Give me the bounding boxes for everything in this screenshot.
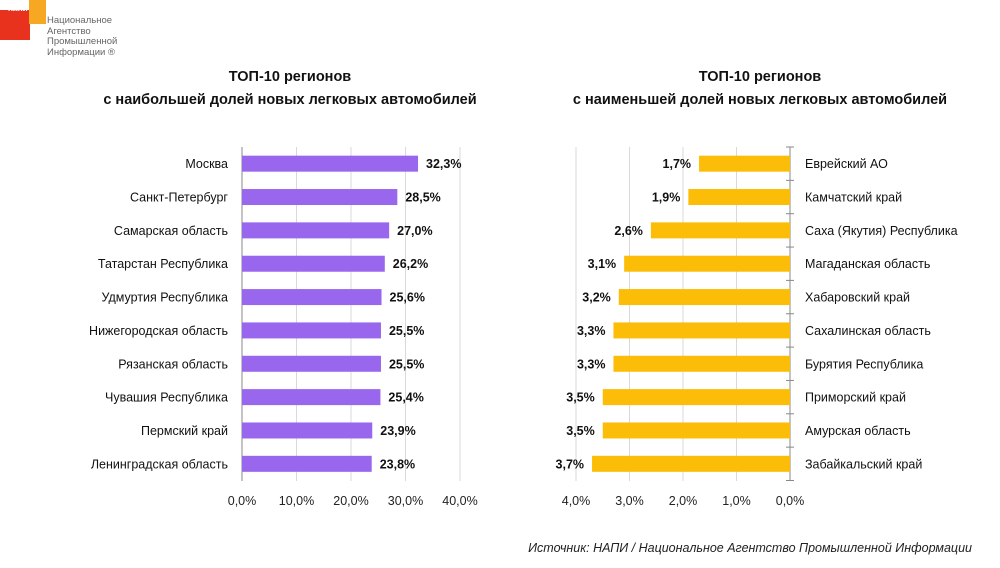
logo-abbr: НАПИ — [8, 6, 28, 13]
data-label: 3,7% — [556, 457, 585, 471]
category-label: Бурятия Республика — [805, 357, 923, 371]
tick-label: 0,0% — [776, 494, 805, 508]
tick-label: 1,0% — [722, 494, 751, 508]
data-label: 25,5% — [389, 357, 424, 371]
category-label: Чувашия Республика — [105, 391, 228, 405]
data-label: 1,7% — [663, 157, 692, 171]
bar — [650, 222, 790, 239]
data-label: 23,9% — [380, 424, 415, 438]
category-label: Камчатский край — [805, 191, 902, 205]
bar — [699, 155, 790, 172]
category-label: Санкт-Петербург — [130, 191, 228, 205]
bar — [592, 455, 790, 472]
tick-label: 30,0% — [388, 494, 423, 508]
bar — [602, 422, 790, 439]
tick-label: 0,0% — [228, 494, 257, 508]
bar — [242, 355, 381, 372]
bar — [242, 155, 419, 172]
bar — [242, 255, 385, 272]
category-label: Москва — [185, 157, 228, 171]
source-note: Источник: НАПИ / Национальное Агентство … — [528, 541, 972, 555]
data-label: 3,1% — [588, 257, 617, 271]
category-label: Амурская область — [805, 424, 911, 438]
category-label: Нижегородская область — [89, 324, 228, 338]
tick-label: 3,0% — [615, 494, 644, 508]
data-label: 27,0% — [397, 224, 432, 238]
bar — [618, 289, 790, 306]
bar — [242, 455, 372, 472]
category-label: Хабаровский край — [805, 291, 910, 305]
tick-label: 10,0% — [279, 494, 314, 508]
category-label: Еврейский АО — [805, 157, 888, 171]
data-label: 3,3% — [577, 324, 606, 338]
data-label: 3,2% — [582, 291, 611, 305]
category-label: Саха (Якутия) Республика — [805, 224, 958, 238]
data-label: 3,5% — [566, 391, 595, 405]
bar — [613, 322, 790, 339]
bar — [613, 355, 790, 372]
logo-orange-square — [29, 0, 46, 24]
title-line: с наименьшей долей новых легковых автомо… — [572, 92, 948, 108]
category-label: Приморский край — [805, 391, 906, 405]
category-label: Удмуртия Республика — [102, 291, 228, 305]
data-label: 23,8% — [380, 457, 415, 471]
data-label: 2,6% — [614, 224, 643, 238]
data-label: 25,4% — [388, 391, 423, 405]
logo-line: Промышленной — [47, 36, 118, 47]
title-line: с наибольшей долей новых легковых автомо… — [103, 92, 477, 108]
bar — [242, 322, 381, 339]
title-line: ТОП-10 регионов — [228, 69, 352, 85]
tick-label: 4,0% — [562, 494, 591, 508]
logo-line: Национальное — [47, 15, 113, 26]
data-label: 25,5% — [389, 324, 424, 338]
bar — [624, 255, 790, 272]
data-label: 25,6% — [390, 291, 425, 305]
category-label: Сахалинская область — [805, 324, 931, 338]
logo-red-square — [0, 10, 30, 40]
category-label: Забайкальский край — [805, 457, 922, 471]
bar — [242, 189, 398, 206]
logo-text: Национальное Агентство Промышленной Инфо… — [47, 15, 118, 58]
data-label: 32,3% — [426, 157, 461, 171]
title-line: ТОП-10 регионов — [698, 69, 822, 85]
tick-label: 2,0% — [669, 494, 698, 508]
data-label: 1,9% — [652, 191, 681, 205]
bar — [688, 189, 790, 206]
data-label: 3,5% — [566, 424, 595, 438]
bar — [242, 289, 382, 306]
bar — [242, 222, 390, 239]
left-chart-title: ТОП-10 регионов с наибольшей долей новых… — [40, 66, 540, 112]
bar — [242, 389, 381, 406]
category-label: Ленинградская область — [91, 457, 228, 471]
logo-line: Агентство — [47, 25, 91, 37]
data-label: 28,5% — [405, 191, 440, 205]
category-label: Самарская область — [114, 224, 228, 238]
bar — [242, 422, 373, 439]
category-label: Татарстан Республика — [98, 257, 228, 271]
category-label: Магаданская область — [805, 257, 930, 271]
bar — [602, 389, 790, 406]
category-label: Пермский край — [141, 424, 228, 438]
tick-label: 40,0% — [442, 494, 477, 508]
right-chart-title: ТОП-10 регионов с наименьшей долей новых… — [510, 66, 1000, 112]
data-label: 3,3% — [577, 357, 606, 371]
logo-line: Информации ® — [47, 46, 115, 58]
category-label: Рязанская область — [118, 357, 228, 371]
tick-label: 20,0% — [333, 494, 368, 508]
data-label: 26,2% — [393, 257, 428, 271]
